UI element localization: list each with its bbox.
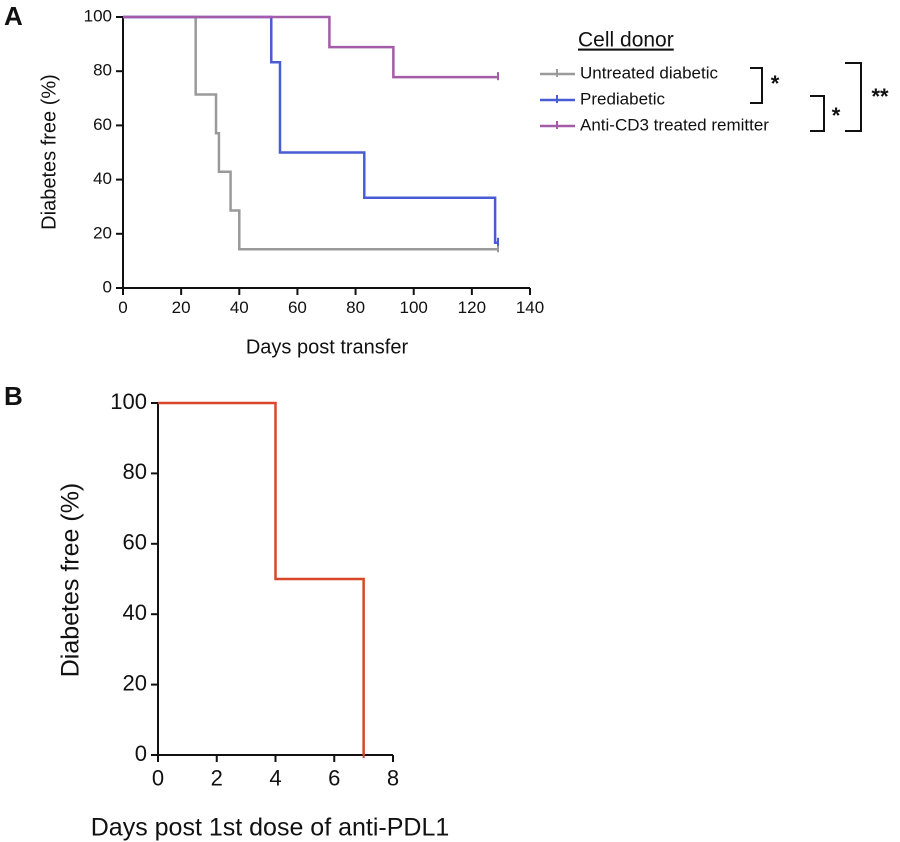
x-tick-label: 20 <box>172 298 191 317</box>
y-tick-label: 100 <box>110 389 147 414</box>
y-tick-label: 0 <box>135 741 147 766</box>
x-tick-label: 0 <box>118 298 127 317</box>
significance-label: ** <box>871 84 889 109</box>
legend-title: Cell donor <box>578 29 674 52</box>
y-tick-label: 40 <box>93 169 112 188</box>
x-axis-title: Days post transfer <box>246 336 409 358</box>
survival-line <box>123 15 499 251</box>
survival-line <box>123 15 499 244</box>
y-tick-label: 80 <box>123 459 147 484</box>
y-tick-label: 80 <box>93 61 112 80</box>
y-tick-label: 20 <box>123 670 147 695</box>
y-axis-title: Diabetes free (%) <box>57 483 85 678</box>
panel-label: A <box>4 1 23 31</box>
x-tick-label: 6 <box>328 765 340 790</box>
x-tick-label: 60 <box>288 298 307 317</box>
y-tick-label: 60 <box>123 530 147 555</box>
y-axis-title: Diabetes free (%) <box>38 74 60 230</box>
x-tick-label: 140 <box>516 298 544 317</box>
legend-label: Anti-CD3 treated remitter <box>580 115 769 134</box>
x-tick-label: 8 <box>387 765 399 790</box>
x-tick-label: 4 <box>269 765 281 790</box>
survival-line <box>158 401 365 755</box>
y-tick-label: 20 <box>93 223 112 242</box>
y-tick-label: 100 <box>84 6 112 25</box>
x-tick-label: 2 <box>211 765 223 790</box>
significance-label: * <box>771 71 780 96</box>
x-tick-label: 100 <box>400 298 428 317</box>
x-tick-label: 80 <box>346 298 365 317</box>
bracket <box>845 62 862 132</box>
x-tick-label: 40 <box>230 298 249 317</box>
x-tick-label: 0 <box>152 765 164 790</box>
y-tick-label: 40 <box>123 600 147 625</box>
x-tick-label: 120 <box>458 298 486 317</box>
panel-label: B <box>4 381 23 411</box>
bracket <box>750 67 763 104</box>
legend-label: Untreated diabetic <box>580 63 718 82</box>
x-axis-title: Days post 1st dose of anti-PDL1 <box>91 814 450 842</box>
y-tick-label: 0 <box>103 277 112 296</box>
survival-line <box>123 15 499 79</box>
legend-label: Prediabetic <box>580 89 666 108</box>
y-tick-label: 60 <box>93 115 112 134</box>
bracket <box>810 95 825 132</box>
significance-label: * <box>832 103 841 128</box>
